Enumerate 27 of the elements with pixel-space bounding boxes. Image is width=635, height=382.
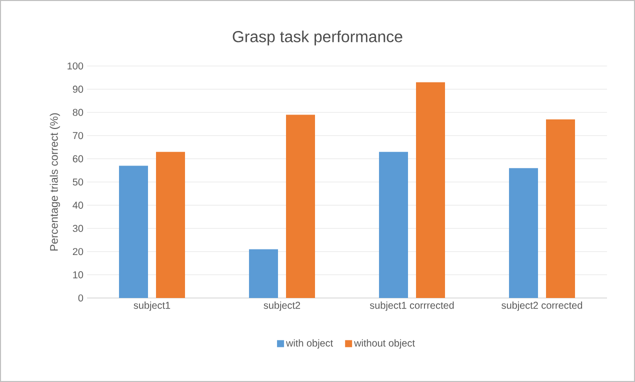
y-tick-label: 40 <box>72 202 84 209</box>
legend-label: without object <box>354 339 415 349</box>
y-axis-title: Percentage trials correct (%) <box>50 113 60 251</box>
y-tick-label: 80 <box>72 108 84 116</box>
y-tick-label: 10 <box>73 271 84 278</box>
x-tick-label: subject2 <box>264 302 300 311</box>
x-tick-label: subject1 corrrected <box>370 302 454 311</box>
bar <box>119 166 148 298</box>
y-tick-label: 30 <box>72 224 84 232</box>
bar <box>249 249 278 298</box>
bar <box>156 152 186 298</box>
y-tick-label: 60 <box>72 155 84 162</box>
bar <box>546 119 576 298</box>
x-tick-label: subject1 <box>134 302 170 311</box>
legend-label: with object <box>286 339 334 349</box>
y-tick-label: 50 <box>72 178 84 186</box>
y-tick-label: 100 <box>68 62 84 70</box>
y-tick-label: 20 <box>72 248 84 256</box>
y-tick-label: 90 <box>72 86 84 93</box>
bar <box>509 168 538 298</box>
bar <box>286 114 316 298</box>
x-tick-label: subject2 corrected <box>502 302 582 311</box>
chart-title: Grasp task performance <box>232 30 402 46</box>
y-tick-label: 0 <box>78 294 84 302</box>
bar <box>416 82 446 298</box>
bar <box>379 152 408 298</box>
y-tick-label: 70 <box>72 132 84 140</box>
